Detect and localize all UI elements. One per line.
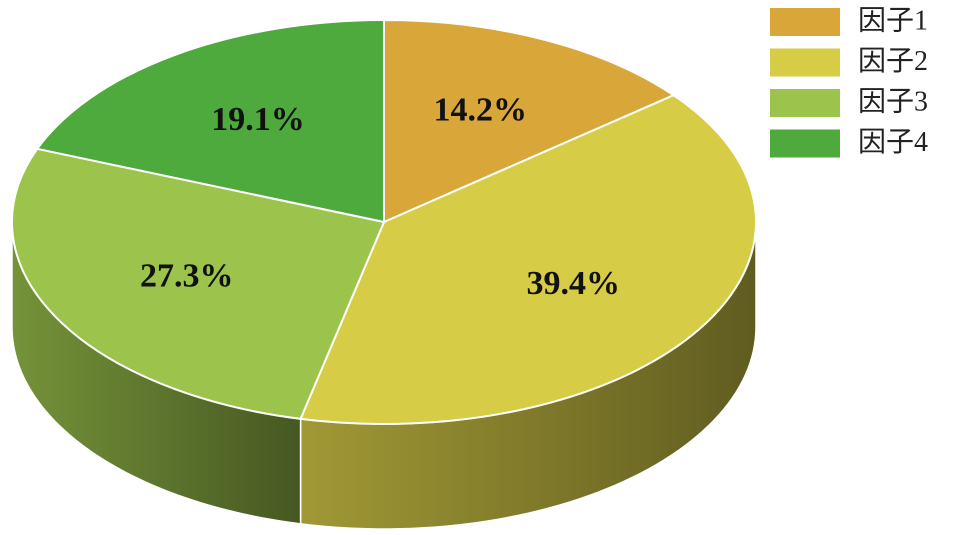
legend-swatch [770, 8, 840, 36]
value-label: 27.3% [140, 258, 234, 295]
value-label: 39.4% [526, 265, 620, 302]
legend-label: 因子4 [858, 127, 928, 158]
value-label: 14.2% [434, 91, 528, 128]
pie-slice [383, 18, 676, 224]
legend-swatch [770, 48, 840, 77]
legend-swatch [770, 89, 840, 117]
pie-slice [35, 18, 385, 224]
legend-label: 因子2 [858, 46, 928, 77]
legend-label: 因子3 [858, 86, 928, 117]
pie-slice [11, 147, 386, 420]
legend-label: 因子1 [858, 5, 928, 36]
value-label: 19.1% [211, 101, 305, 138]
legend-swatch [770, 129, 840, 158]
pie-slice [299, 94, 757, 425]
